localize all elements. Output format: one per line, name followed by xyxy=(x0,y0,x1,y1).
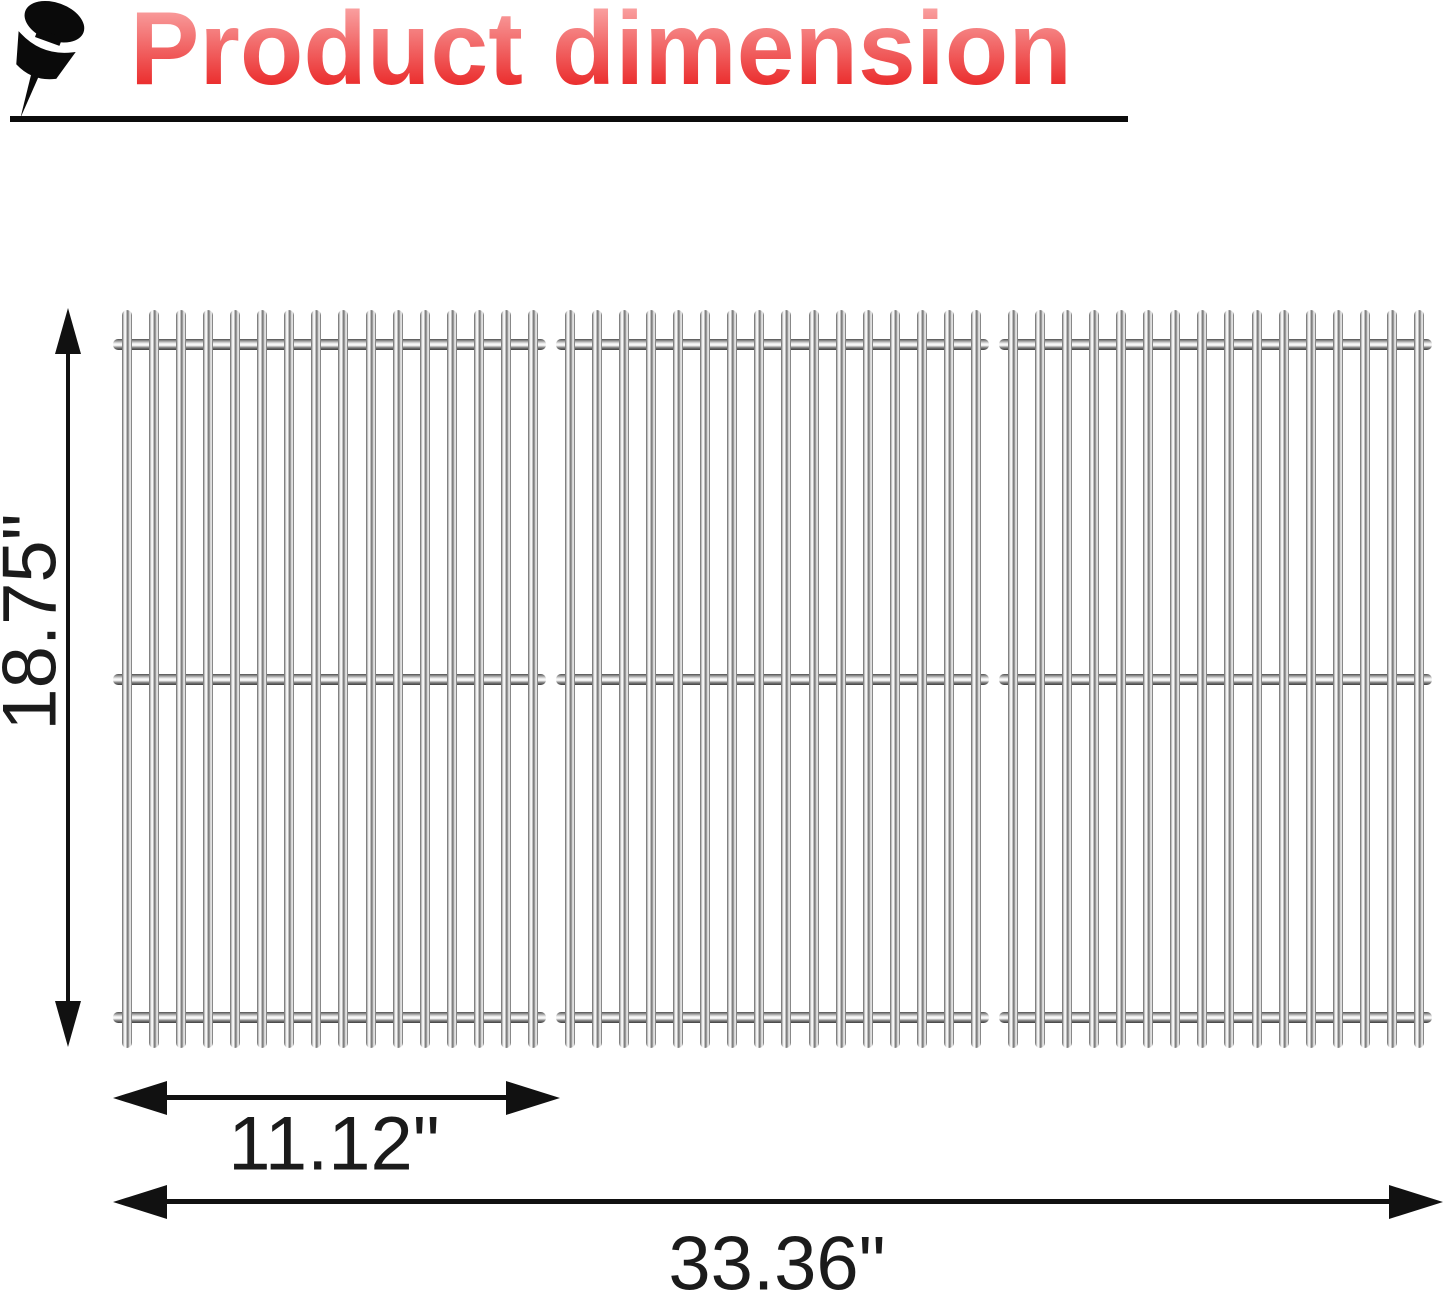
grate-rod xyxy=(1278,310,1289,1048)
grate-rod xyxy=(473,310,484,1048)
grate-rod xyxy=(149,310,160,1048)
height-dimension-label: 18.75" xyxy=(0,513,73,731)
arrow-shaft xyxy=(66,346,70,1009)
grate-rod xyxy=(592,310,603,1048)
grate-panel xyxy=(999,310,1432,1048)
grate-rod xyxy=(889,310,900,1048)
grate-rod xyxy=(754,310,765,1048)
grate-rod xyxy=(1305,310,1316,1048)
grate-rod xyxy=(1143,310,1154,1048)
grate-rod xyxy=(943,310,954,1048)
height-dimension-arrow xyxy=(55,308,81,1047)
grate-rod xyxy=(257,310,268,1048)
grate-rod xyxy=(1386,310,1397,1048)
grate-rod xyxy=(338,310,349,1048)
grate-crossbar xyxy=(113,339,546,350)
grate-rod xyxy=(808,310,819,1048)
grate-rod xyxy=(1062,310,1073,1048)
grate-rod xyxy=(1197,310,1208,1048)
grate-rod xyxy=(1035,310,1046,1048)
grate-rod xyxy=(176,310,187,1048)
grate-rod xyxy=(365,310,376,1048)
panel-width-dimension-arrow xyxy=(113,1080,560,1116)
grate-crossbar xyxy=(556,1012,989,1023)
grate-rod xyxy=(230,310,241,1048)
grate-rod xyxy=(727,310,738,1048)
grate-rod xyxy=(284,310,295,1048)
grate-rod xyxy=(392,310,403,1048)
grate-rod xyxy=(781,310,792,1048)
panel-width-dimension-label: 11.12" xyxy=(228,1101,440,1187)
grate-rod xyxy=(619,310,630,1048)
grate-rod xyxy=(1116,310,1127,1048)
grate-crossbar xyxy=(113,674,546,685)
grate-rod xyxy=(970,310,981,1048)
grate-rod xyxy=(862,310,873,1048)
grate-panel xyxy=(556,310,989,1048)
grate-rod xyxy=(1224,310,1235,1048)
grate-rod xyxy=(419,310,430,1048)
grate-rod xyxy=(1251,310,1262,1048)
pushpin-icon xyxy=(16,0,85,118)
grate-crossbar xyxy=(556,674,989,685)
grate-rod xyxy=(446,310,457,1048)
grate-crossbar xyxy=(999,1012,1432,1023)
grate-rod xyxy=(500,310,511,1048)
arrow-shaft xyxy=(125,1199,1431,1204)
grate-rod xyxy=(916,310,927,1048)
grate-rod xyxy=(203,310,214,1048)
grate-rod xyxy=(1332,310,1343,1048)
grate-rod xyxy=(835,310,846,1048)
grate-crossbar xyxy=(113,1012,546,1023)
grate-rod xyxy=(646,310,657,1048)
grate-rod xyxy=(122,310,132,1048)
grate-panel xyxy=(113,310,546,1048)
grate-rod xyxy=(1008,310,1018,1048)
title-underline xyxy=(10,116,1128,122)
total-width-dimension-label: 33.36" xyxy=(668,1221,886,1297)
grate-rod xyxy=(565,310,575,1048)
grate-rod xyxy=(1170,310,1181,1048)
grate-rod xyxy=(1089,310,1100,1048)
grate-rod xyxy=(673,310,684,1048)
grate-crossbar xyxy=(999,339,1432,350)
grate-rod xyxy=(311,310,322,1048)
grate-crossbar xyxy=(556,339,989,350)
total-width-dimension-arrow xyxy=(113,1184,1443,1220)
arrow-shaft xyxy=(125,1095,548,1100)
grate-rod xyxy=(527,310,538,1048)
grate-rod xyxy=(700,310,711,1048)
grate-crossbar xyxy=(999,674,1432,685)
grate-rod xyxy=(1413,310,1424,1048)
page-title: Product dimension xyxy=(130,0,1072,106)
grate-rod xyxy=(1359,310,1370,1048)
